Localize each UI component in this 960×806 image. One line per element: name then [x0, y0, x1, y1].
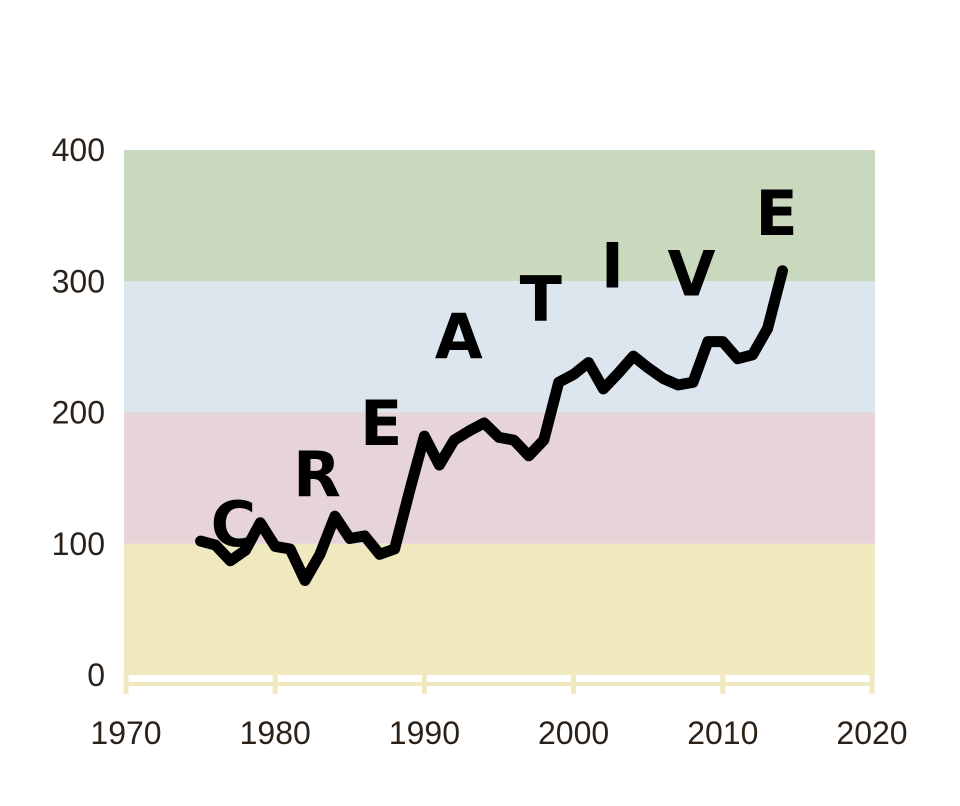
- y-tick-label: 400: [52, 132, 105, 168]
- band-0: [124, 543, 875, 675]
- series-lines: [195, 265, 788, 586]
- annotation-letter: E: [360, 387, 402, 460]
- y-axis-tick-labels: 0 100 200 300 400: [52, 132, 105, 693]
- annotation-letter: E: [755, 177, 797, 250]
- annotation-letter: T: [520, 262, 562, 335]
- series-line-0: [195, 265, 788, 586]
- x-tick-label: 1970: [90, 715, 161, 751]
- x-tick-label: 1980: [240, 715, 311, 751]
- annotation-letter: I: [601, 230, 624, 303]
- y-tick-label: 300: [52, 263, 105, 299]
- x-tick-label: 1990: [389, 715, 460, 751]
- annotation-letter: V: [667, 237, 715, 310]
- background-bands: [124, 150, 875, 675]
- x-tick-label: 2010: [687, 715, 758, 751]
- x-axis: [123, 674, 875, 694]
- x-tick-label: 2000: [538, 715, 609, 751]
- x-tick-label: 2020: [836, 715, 907, 751]
- annotation-letter: R: [293, 438, 341, 511]
- y-tick-label: 100: [52, 526, 105, 562]
- annotation-letter: C: [211, 488, 257, 561]
- band-3: [124, 150, 875, 282]
- annotation-letter: A: [435, 300, 483, 373]
- x-axis-tick-labels: 1970 1980 1990 2000 2010 2020: [90, 715, 907, 751]
- y-tick-label: 0: [87, 657, 105, 693]
- y-tick-label: 200: [52, 395, 105, 431]
- band-2: [124, 281, 875, 413]
